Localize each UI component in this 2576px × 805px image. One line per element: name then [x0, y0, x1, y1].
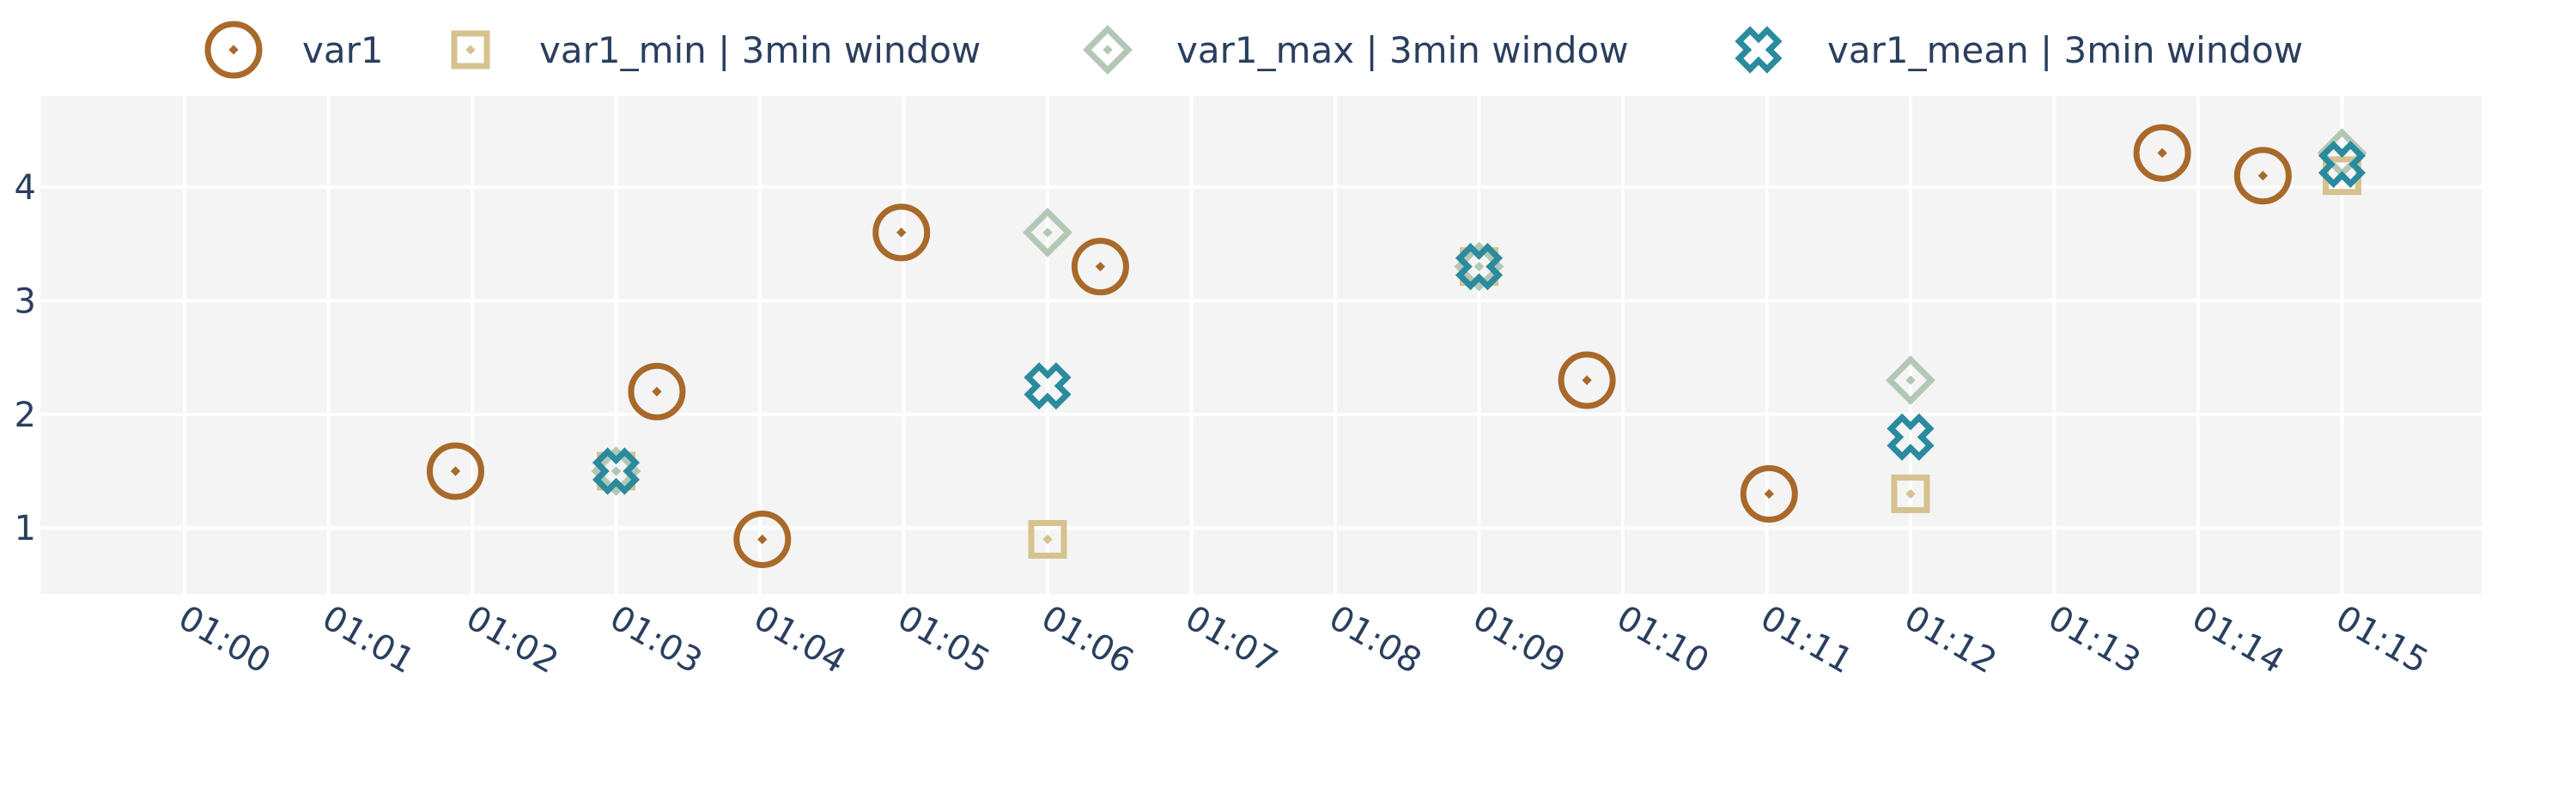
x-tick-label: 01:09 — [1467, 598, 1572, 681]
data-point — [426, 442, 484, 500]
x-tick-label: 01:10 — [1610, 598, 1716, 681]
y-tick-label: 2 — [15, 396, 36, 435]
x-tick-label: 01:06 — [1035, 598, 1140, 681]
data-point — [2318, 140, 2366, 189]
x-tick-label: 01:13 — [2042, 598, 2148, 681]
data-point — [2133, 124, 2191, 182]
series-0 — [426, 124, 2292, 568]
y-tick-label: 1 — [15, 509, 36, 548]
data-point — [1455, 243, 1504, 291]
data-point — [1071, 238, 1129, 296]
x-tick-label: 01:05 — [891, 598, 997, 681]
legend-marker-icon — [1083, 25, 1133, 75]
legend-label: var1_mean | 3min window — [1827, 29, 2303, 71]
data-point — [1024, 362, 1072, 410]
legend-label: var1_max | 3min window — [1176, 29, 1629, 71]
x-tick-label: 01:15 — [2330, 598, 2435, 681]
legend-item[interactable]: var1_mean | 3min window — [1730, 21, 2303, 77]
x-tick-label: 01:08 — [1322, 598, 1428, 681]
data-point — [1023, 207, 1072, 257]
series-3 — [592, 140, 2366, 495]
x-tick-label: 01:00 — [172, 598, 277, 681]
data-point — [1028, 519, 1067, 559]
legend-label: var1_min | 3min window — [539, 29, 981, 71]
x-tick-label: 01:01 — [316, 598, 422, 681]
legend-marker-icon — [451, 30, 490, 70]
x-tick-label: 01:14 — [2185, 598, 2291, 681]
x-tick-label: 01:04 — [747, 598, 853, 681]
legend-item[interactable]: var1 — [204, 21, 384, 79]
y-tick-label: 4 — [15, 168, 36, 208]
legend-marker-icon — [204, 21, 263, 79]
data-point — [733, 510, 792, 568]
data-point — [592, 447, 641, 495]
x-tick-label: 01:07 — [1179, 598, 1285, 681]
legend-item[interactable]: var1_max | 3min window — [1083, 25, 1629, 75]
data-point — [1558, 351, 1616, 409]
data-point — [872, 203, 931, 262]
data-point — [1886, 413, 1935, 461]
data-points — [426, 124, 2367, 568]
x-axis-tick-labels: 01:00 01:01 01:02 01:03 01:04 01:05 01:06 01:07… — [172, 598, 2434, 681]
y-tick-label: 3 — [15, 281, 36, 321]
data-point — [628, 362, 686, 421]
x-tick-label: 01:11 — [1754, 598, 1860, 681]
data-point — [1740, 464, 1798, 523]
legend[interactable]: var1 var1_min | 3min window var1_max | 3mi… — [204, 21, 2303, 79]
legend-item[interactable]: var1_min | 3min window — [451, 29, 981, 71]
plot-background — [40, 96, 2482, 594]
data-point — [1891, 474, 1930, 513]
x-tick-label: 01:03 — [604, 598, 709, 681]
x-tick-label: 01:12 — [1898, 598, 2003, 681]
data-point — [1886, 355, 1935, 405]
legend-marker-icon — [1735, 26, 1783, 74]
grid-lines — [40, 96, 2482, 594]
x-tick-label: 01:02 — [459, 598, 565, 681]
data-point — [2233, 147, 2292, 205]
y-axis-tick-labels: 1 2 3 4 — [15, 168, 36, 548]
legend-label: var1 — [302, 29, 384, 71]
